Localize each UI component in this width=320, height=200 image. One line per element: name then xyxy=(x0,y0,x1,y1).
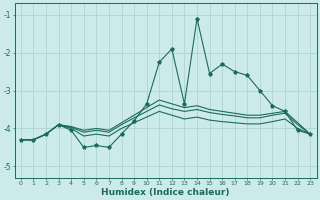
X-axis label: Humidex (Indice chaleur): Humidex (Indice chaleur) xyxy=(101,188,230,197)
